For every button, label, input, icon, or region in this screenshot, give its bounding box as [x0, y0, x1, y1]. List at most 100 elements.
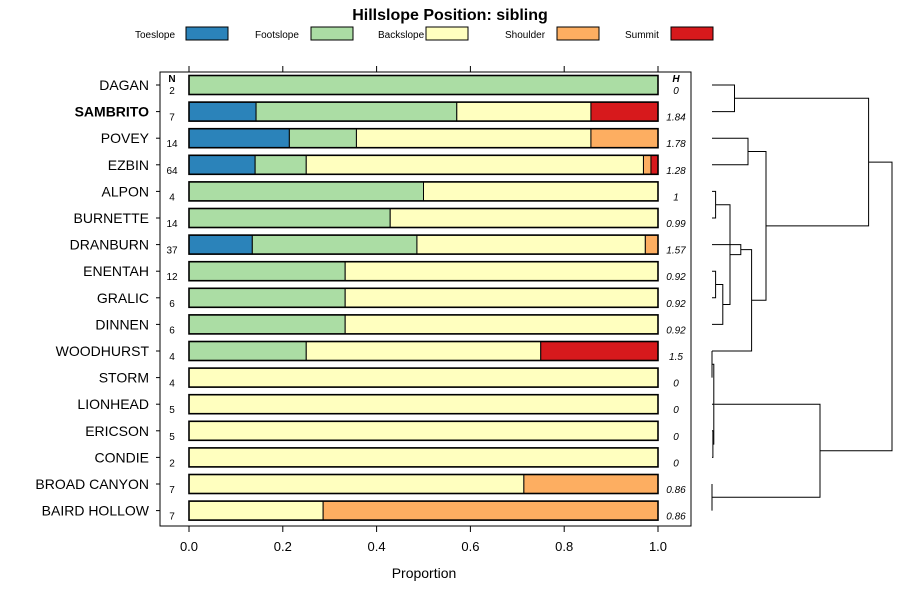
dendrogram-branch: [712, 284, 724, 325]
row-n: 37: [166, 246, 178, 257]
row-h: 0.86: [666, 512, 686, 523]
row-h: 0.86: [666, 485, 686, 496]
row-label: EZBIN: [108, 157, 149, 173]
bar-outline: [188, 473, 659, 495]
bar-outline: [188, 287, 659, 309]
bar-segment: [188, 287, 346, 308]
row-n: 2: [169, 86, 175, 97]
legend-swatch: [185, 26, 229, 41]
row-n: 7: [169, 113, 175, 124]
bar-outline: [188, 393, 659, 415]
legend-label: Summit: [625, 30, 659, 41]
row-h: 1.57: [666, 246, 686, 257]
x-tick-label: 0.0: [180, 539, 198, 554]
x-tick-label: 0.8: [555, 539, 573, 554]
bar-outline: [188, 314, 659, 335]
bar-segment: [456, 101, 592, 122]
bar-segment: [344, 287, 659, 308]
bar-segment: [644, 234, 659, 255]
row-n: 5: [169, 405, 175, 416]
legend-swatch: [670, 26, 714, 41]
row-label: DINNEN: [95, 316, 149, 332]
x-axis-label: Proportion: [392, 565, 457, 581]
bar-segment: [188, 500, 324, 521]
bar-segment: [188, 181, 424, 202]
dendrogram-branch: [734, 97, 870, 227]
row-h: 1: [673, 192, 679, 203]
bar-segment: [344, 314, 659, 335]
chart-title: Hillslope Position: sibling: [352, 7, 548, 24]
row-n: 12: [166, 272, 178, 283]
bar-outline: [188, 101, 659, 122]
bar-segment: [188, 474, 525, 494]
row-h: 0: [673, 432, 679, 443]
legend: Toeslope Footslope Backslope Shoulder Summit: [135, 26, 714, 41]
row-label: STORM: [99, 370, 149, 386]
row-h: 0: [673, 458, 679, 469]
dendrogram-branch: [820, 161, 893, 452]
bar-segment: [416, 234, 646, 255]
legend-swatch: [310, 26, 354, 41]
bar-segment: [188, 314, 346, 335]
bar-outline: [188, 447, 659, 468]
top-ticks: [188, 66, 659, 72]
row-n: 4: [169, 352, 175, 363]
row-label: POVEY: [101, 130, 150, 146]
legend-label: Toeslope: [135, 30, 175, 41]
bar-segment: [188, 447, 659, 468]
bar-outline: [188, 207, 659, 229]
dendrogram: [711, 84, 893, 511]
row-n: 6: [169, 299, 175, 310]
bar-segment: [255, 101, 458, 122]
row-h: 0.92: [666, 272, 686, 283]
row-n: 14: [166, 219, 178, 230]
row-h: 0.92: [666, 325, 686, 336]
bar-segment: [188, 208, 391, 228]
bar-segment: [188, 341, 307, 361]
bar-outline: [188, 181, 659, 202]
bar-segment: [188, 420, 659, 441]
row-label: ERICSON: [85, 423, 149, 439]
x-axis: 0.0 0.2 0.4 0.6 0.8 1.0: [180, 526, 667, 554]
bar-segment: [188, 154, 256, 175]
dendrogram-branch: [712, 190, 717, 219]
x-tick-label: 0.2: [274, 539, 292, 554]
row-label: CONDIE: [95, 449, 149, 465]
bar-segment: [389, 208, 659, 228]
row-label: DRANBURN: [70, 237, 149, 253]
bar-segment: [344, 261, 659, 282]
dendrogram-branch: [712, 270, 717, 299]
row-n: 7: [169, 485, 175, 496]
row-h: 1.28: [666, 166, 686, 177]
x-tick-label: 0.6: [461, 539, 479, 554]
bar-segment: [188, 128, 290, 149]
dendrogram-branch: [748, 151, 767, 301]
dendrogram-branch: [712, 249, 753, 352]
row-label: BURNETTE: [74, 210, 149, 226]
bar-outline: [188, 500, 659, 521]
dendrogram-branch: [712, 403, 821, 498]
dendrogram-branch: [712, 84, 735, 113]
row-label: BAIRD HOLLOW: [42, 503, 150, 519]
bar-segment: [355, 128, 592, 149]
legend-swatch: [556, 26, 600, 41]
row-h: 1.84: [666, 113, 686, 124]
row-label: GRALIC: [97, 290, 149, 306]
bar-segment: [251, 234, 418, 255]
row-h: 1.78: [666, 139, 686, 150]
bar-segment: [305, 154, 644, 175]
bar-outline: [188, 154, 659, 176]
row-n: 4: [169, 379, 175, 390]
dendrogram-branch: [712, 430, 714, 458]
bar-outline: [188, 74, 659, 96]
bar-segment: [188, 261, 346, 282]
row-label: BROAD CANYON: [35, 476, 149, 492]
bar-segment: [322, 500, 659, 521]
dendrogram-branch: [712, 137, 749, 166]
bar-outline: [188, 260, 659, 282]
row-label: LIONHEAD: [77, 396, 149, 412]
row-label: ENENTAH: [83, 263, 149, 279]
row-n: 2: [169, 458, 175, 469]
bar-segment: [188, 367, 659, 388]
